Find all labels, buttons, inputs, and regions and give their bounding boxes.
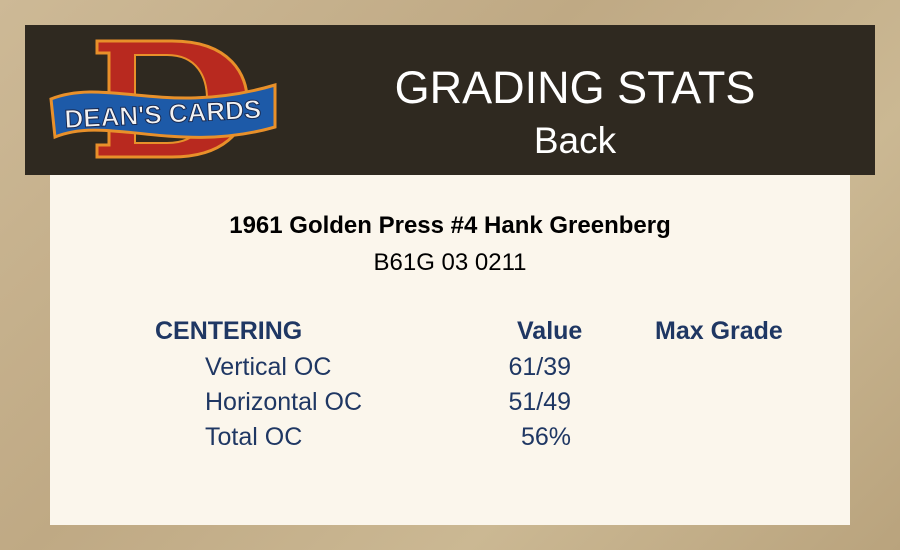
row-label: Total OC (205, 423, 303, 451)
page-title: GRADING STATS (394, 62, 756, 113)
row-value: 56% (520, 423, 571, 451)
row-value: 61/39 (508, 353, 571, 381)
value-header: Value (517, 317, 583, 345)
max-grade-header: Max Grade (655, 317, 783, 345)
stats-panel: 1961 Golden Press #4 Hank Greenberg B61G… (50, 175, 850, 525)
centering-header: CENTERING (155, 317, 303, 345)
header-banner: DEAN'S CARDS GRADING STATS Back (25, 25, 875, 175)
row-label: Horizontal OC (205, 388, 362, 416)
row-label: Vertical OC (205, 353, 332, 381)
row-value: 51/49 (508, 388, 571, 416)
card-name: 1961 Golden Press #4 Hank Greenberg (229, 212, 671, 239)
page-subtitle: Back (533, 120, 617, 161)
card-code: B61G 03 0211 (373, 249, 527, 276)
deans-cards-logo: DEAN'S CARDS (49, 39, 277, 159)
